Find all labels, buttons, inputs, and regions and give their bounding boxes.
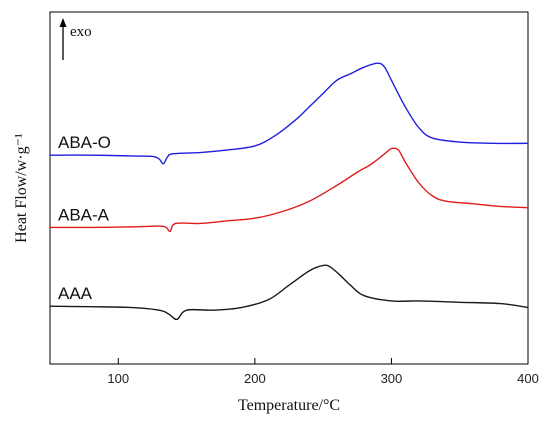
exo-annotation: exo — [59, 18, 92, 60]
series-label-aba-a: ABA-A — [58, 205, 110, 224]
y-axis-title: Heat Flow/w·g⁻¹ — [13, 133, 30, 243]
x-tick-label: 400 — [517, 371, 539, 386]
x-tick-label: 200 — [244, 371, 266, 386]
x-tick-label: 300 — [381, 371, 403, 386]
exo-arrow-head-icon — [59, 18, 67, 27]
series-label-aaa: AAA — [58, 284, 93, 303]
x-axis-ticks: 100 200 300 400 — [107, 358, 539, 386]
x-axis-title: Temperature/°C — [238, 397, 340, 414]
series-labels: ABA-O ABA-A AAA — [58, 133, 111, 303]
series-line-aba-a — [49, 147, 529, 233]
series-line-aaa — [49, 264, 529, 321]
curves — [49, 62, 529, 321]
x-tick-label: 100 — [107, 371, 129, 386]
series-label-aba-o: ABA-O — [58, 133, 111, 152]
exo-label: exo — [70, 24, 92, 40]
plot-frame — [49, 11, 529, 365]
series-line-aba-o — [49, 62, 529, 165]
plot-area — [49, 11, 529, 365]
